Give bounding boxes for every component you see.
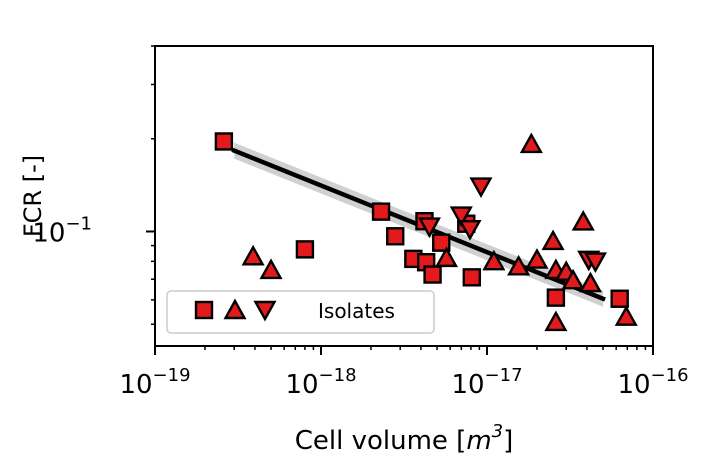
legend: Isolates [166,290,435,334]
point-square [386,227,405,246]
x-tick-label: 10−18 [285,365,356,400]
legend-markers [194,298,277,322]
legend-triangle-down-icon [253,300,277,322]
x-tick-label: 10−19 [119,365,190,400]
legend-triangle-up-icon [223,298,247,320]
point-triangle-up [571,209,595,231]
legend-square-icon [194,300,214,320]
x-axis-ticks: 10−19 10−18 10−17 10−16 [119,346,689,400]
point-triangle-up [241,244,265,266]
point-triangle-up [259,258,283,280]
plot-frame [154,45,654,347]
legend-label: Isolates [318,299,395,323]
point-square [462,268,482,287]
point-square [546,288,566,307]
point-square [610,289,629,308]
point-triangle-up [614,305,638,326]
point-triangle-up [525,248,549,269]
point-triangle-up [578,271,603,293]
point-square [295,240,315,259]
y-axis-label: FCR [-] [19,155,47,237]
point-square [432,233,451,252]
x-tick-label: 10−17 [451,365,522,400]
y-axis-ticks: 10−1 [32,45,155,326]
point-triangle-up [519,132,543,154]
point-triangle-down [583,252,607,273]
point-square [371,202,391,221]
data-points [214,132,638,332]
point-triangle-down [449,206,473,228]
point-triangle-up [541,229,565,251]
point-triangle-down [458,219,482,241]
point-triangle-up [434,246,459,268]
point-triangle-up [507,254,531,276]
x-axis-label: Cell volume [m3] [295,421,514,456]
point-triangle-up [561,268,585,290]
point-square [423,265,442,284]
point-triangle-down [417,217,441,239]
x-tick-label: 10−16 [617,365,688,400]
point-triangle-up [482,249,506,271]
point-triangle-down [469,177,493,198]
point-square [214,132,234,151]
point-triangle-up [544,310,568,332]
